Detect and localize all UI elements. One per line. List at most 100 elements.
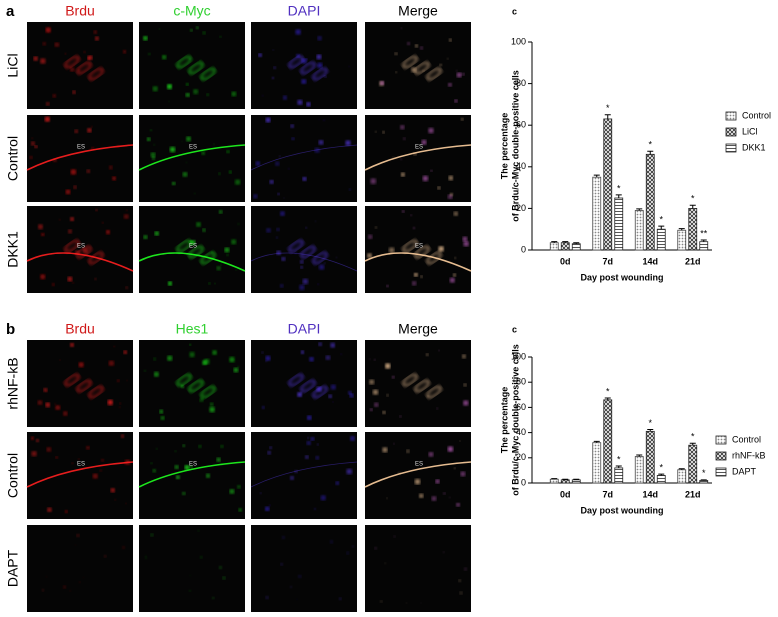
cell-signal [229,356,235,363]
cell-signal [412,281,417,286]
cell-signal [46,102,50,106]
y-axis-label: The percentage [499,113,509,180]
cell-signal [349,393,354,398]
cell-signal [196,26,199,30]
cell-signal [45,390,48,393]
cell-signal [281,536,285,539]
cell-signal [295,29,301,35]
cell-signal [110,488,115,493]
cell-signal [168,100,170,103]
follicle [288,239,304,253]
cell-signal [273,66,276,69]
cell-signal [184,465,190,470]
cell-signal [253,194,258,199]
cell-signal [123,214,129,219]
cell-signal [307,415,312,420]
micrograph [251,340,357,427]
cell-signal [231,239,237,245]
bar [549,242,559,251]
cell-signal [167,355,173,361]
cell-signal [348,188,351,191]
cell-signal [150,129,152,132]
panel-letter: a [6,3,15,20]
significance-marker: * [702,468,706,478]
y-tick-label: 60 [516,402,526,412]
cell-signal [54,42,60,47]
bar [645,153,655,251]
legend-swatch [715,467,727,477]
error-bar [658,225,665,230]
cell-signal [297,99,303,105]
cell-signal [290,124,294,128]
cell-signal [463,400,469,406]
epidermis [250,461,358,488]
cell-signal [269,446,272,450]
follicle [176,239,192,253]
cell-signal [320,495,326,501]
cell-signal [144,369,146,372]
cell-signal [216,266,221,271]
cell-signal [401,172,405,177]
cell-signal [31,451,37,457]
cell-signal [346,551,350,555]
cell-signal [449,496,451,499]
cell-signal [70,343,74,347]
cell-signal [212,350,217,355]
cell-signal [30,436,34,440]
cell-signal [374,402,379,407]
bar [571,243,581,251]
es-marker: ES [189,145,197,151]
follicle [176,373,192,387]
chart-title: c [512,324,517,334]
cell-signal [280,562,283,566]
epidermis [364,461,472,488]
column-header: Brdu [65,3,95,19]
significance-marker: * [648,140,652,150]
y-tick-label: 80 [516,78,526,88]
legend-swatch [725,111,737,121]
cell-signal [229,489,235,494]
cell-signal [313,507,316,510]
cell-signal [317,62,323,69]
cell-signal [421,139,427,145]
cell-signal [422,175,428,181]
x-tick-label: 14d [642,489,658,499]
epidermis [364,144,472,171]
cell-signal [34,145,38,149]
cell-signal [238,508,242,512]
cell-signal [55,456,58,459]
micrograph-bg [251,525,357,612]
error-bar [647,428,654,432]
cell-signal [114,498,117,501]
es-marker: ES [189,462,197,468]
legend-label: Control [742,110,771,120]
cell-signal [300,266,303,269]
es-marker: ES [77,145,85,151]
cell-signal [323,262,326,264]
cell-signal [425,353,429,356]
micrograph-bg [365,525,471,612]
follicle [76,379,92,393]
cell-signal [428,127,434,134]
error-bar [593,440,600,443]
cell-signal [54,402,57,405]
x-axis-label: Day post wounding [581,505,664,515]
cell-signal [213,143,215,145]
cell-signal [93,30,98,34]
cell-signal [462,354,466,359]
micrograph: ES [364,432,472,519]
cell-signal [70,217,74,221]
cell-signal [461,72,465,76]
cell-signal [335,256,338,259]
cell-signal [144,556,148,559]
bar-chart: c 0 20 40 60 80 100 The percentage of Brdu/c-Myc… [499,324,765,515]
follicle [300,61,316,75]
follicle [188,61,204,75]
cell-signal [374,546,377,550]
follicle [414,379,430,393]
micrograph-bg [139,432,245,519]
cell-signal [386,284,389,288]
cell-signal [453,273,456,277]
cell-signal [369,408,373,411]
row-label: DAPT [5,549,21,587]
